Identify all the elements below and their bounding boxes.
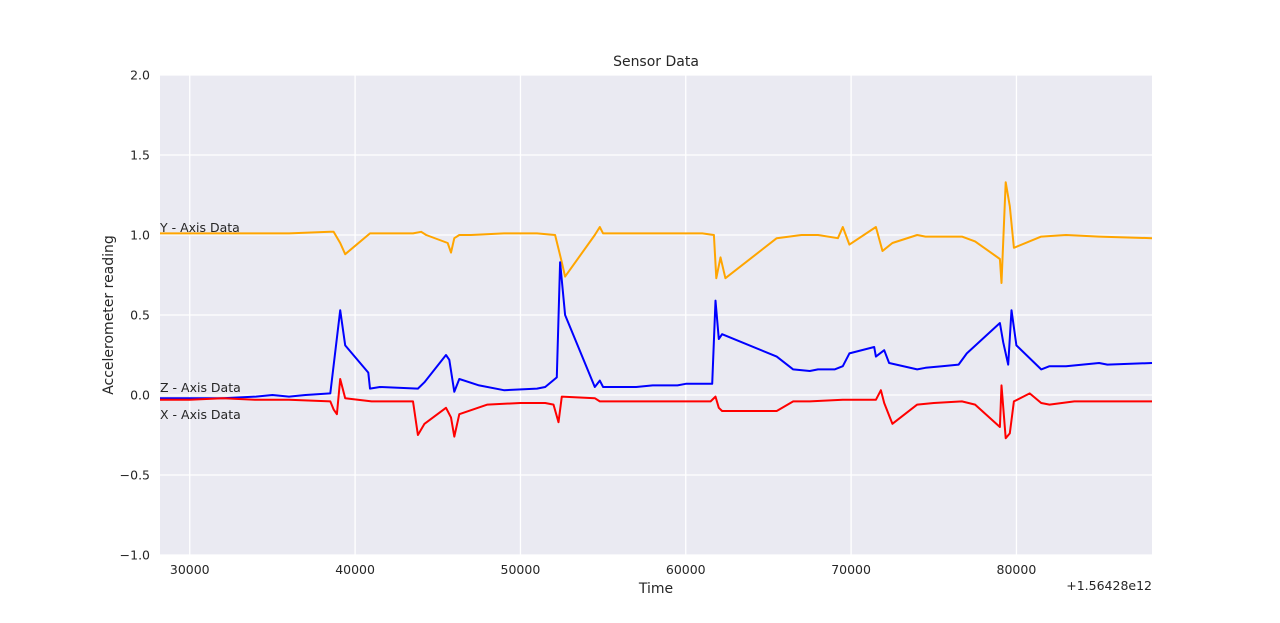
y-tick-label: −1.0 <box>120 548 150 563</box>
x-tick-label: 70000 <box>831 562 871 577</box>
x-tick-labels: 30000 40000 50000 60000 70000 80000 <box>170 562 1036 577</box>
series-lines <box>160 181 1153 440</box>
series-line-y-axis-data <box>160 181 1153 284</box>
x-axis-label: Time <box>638 581 673 597</box>
series-label-x-axis-data: X - Axis Data <box>160 407 241 422</box>
series-line-x-axis-data <box>160 378 1152 440</box>
x-offset-label: +1.56428e12 <box>1066 578 1152 593</box>
y-tick-label: −0.5 <box>120 468 150 483</box>
y-tick-label: 2.0 <box>130 68 150 83</box>
x-tick-label: 80000 <box>997 562 1037 577</box>
grid-lines <box>160 74 1152 556</box>
y-axis-label: Accelerometer reading <box>101 235 117 395</box>
y-tick-label: 1.0 <box>130 228 150 243</box>
series-label-y-axis-data: Y - Axis Data <box>159 220 240 235</box>
chart-title: Sensor Data <box>613 54 699 70</box>
y-tick-label: 1.5 <box>130 148 150 163</box>
x-tick-label: 30000 <box>170 562 210 577</box>
y-tick-labels: 2.0 1.5 1.0 0.5 0.0 −0.5 −1.0 <box>120 68 150 563</box>
series-line-z-axis-data <box>160 261 1153 400</box>
y-tick-label: 0.0 <box>130 388 150 403</box>
x-tick-label: 60000 <box>666 562 706 577</box>
x-tick-label: 40000 <box>335 562 375 577</box>
y-tick-label: 0.5 <box>130 308 150 323</box>
series-label-z-axis-data: Z - Axis Data <box>160 380 241 395</box>
series-labels: Y - Axis Data Z - Axis Data X - Axis Data <box>159 220 241 422</box>
x-tick-label: 50000 <box>501 562 541 577</box>
